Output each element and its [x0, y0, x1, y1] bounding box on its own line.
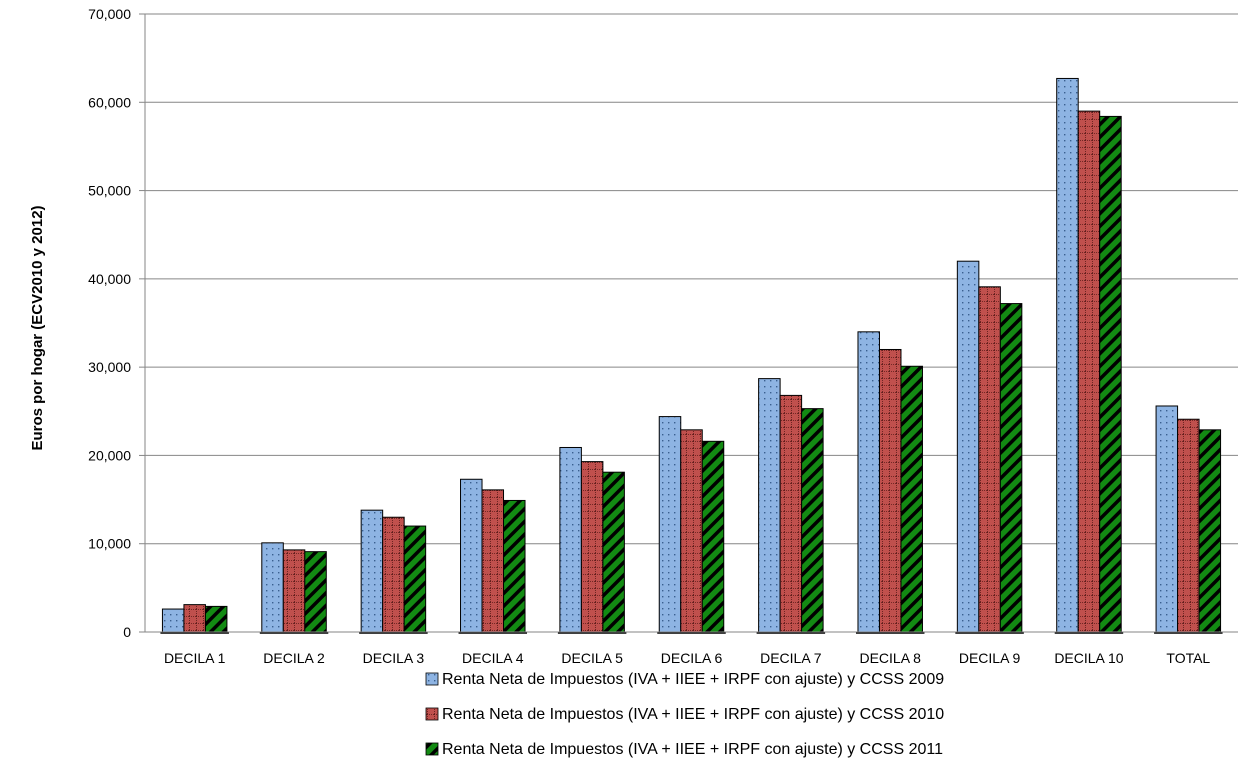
y-axis-title: Euros por hogar (ECV2010 y 2012): [29, 205, 46, 450]
bar-total-series-2: [1177, 418, 1200, 633]
legend-label-series-3: Renta Neta de Impuestos (IVA + IIEE + IR…: [442, 741, 943, 758]
bar-decila-4-series-3: [503, 499, 526, 633]
bar-decila-9-series-2: [978, 286, 1001, 633]
y-tick-label: 50,000: [88, 183, 131, 199]
legend-swatch-series-1: [425, 672, 439, 686]
x-tick-label: TOTAL: [1166, 650, 1210, 666]
bar-decila-7-series-2: [779, 394, 803, 633]
bar-decila-2-series-1: [261, 542, 284, 633]
legend-swatch-series-3: [425, 742, 439, 756]
y-axis-ticks: 0 10,000 20,000 30,000 40,000 50,000 60,000 70,…: [88, 6, 145, 640]
bar-decila-6-series-1: [658, 416, 682, 633]
y-tick-label: 0: [123, 624, 131, 640]
x-tick-label: DECILA 2: [263, 650, 325, 666]
x-tick-label: DECILA 10: [1054, 650, 1123, 666]
y-tick-label: 20,000: [88, 447, 131, 463]
gridlines: [145, 13, 1238, 545]
bar-decila-3-series-1: [360, 509, 384, 633]
bar-decila-4-series-2: [481, 489, 505, 633]
x-tick-label: DECILA 3: [363, 650, 425, 666]
legend: Renta Neta de Impuestos (IVA + IIEE + IR…: [425, 671, 944, 758]
y-tick-label: 30,000: [88, 359, 131, 375]
bar-decila-5-series-3: [602, 471, 625, 633]
bar-decila-8-series-3: [900, 365, 923, 633]
bar-decila-2-series-2: [282, 549, 306, 633]
legend-label-series-2: Renta Neta de Impuestos (IVA + IIEE + IR…: [442, 706, 944, 723]
x-tick-label: DECILA 4: [462, 650, 524, 666]
x-tick-label: DECILA 6: [661, 650, 723, 666]
legend-label-series-1: Renta Neta de Impuestos (IVA + IIEE + IR…: [442, 671, 944, 688]
bar-decila-7-series-3: [801, 408, 824, 633]
bar-decila-10-series-2: [1077, 110, 1101, 633]
y-tick-label: 70,000: [88, 6, 131, 22]
y-tick-label: 40,000: [88, 271, 131, 287]
y-tick-label: 10,000: [88, 536, 131, 552]
x-tick-label: DECILA 1: [164, 650, 226, 666]
bar-decila-6-series-2: [680, 429, 703, 633]
bar-decila-2-series-3: [304, 551, 327, 633]
x-axis-ticks: DECILA 1 DECILA 2 DECILA 3 DECILA 4 DECILA 5…: [164, 650, 1211, 666]
bar-decila-5-series-1: [559, 446, 582, 633]
x-tick-label: DECILA 9: [959, 650, 1021, 666]
bar-decila-1-series-2: [183, 604, 206, 633]
bar-decila-10-series-1: [1056, 77, 1079, 633]
bar-decila-10-series-3: [1099, 115, 1122, 633]
bars: [160, 77, 1223, 634]
bar-decila-3-series-3: [403, 525, 427, 633]
legend-swatch-series-2: [425, 707, 439, 721]
bar-decila-9-series-3: [999, 303, 1023, 633]
x-tick-label: DECILA 8: [859, 650, 921, 666]
bar-decila-5-series-2: [580, 461, 604, 633]
y-tick-label: 60,000: [88, 94, 131, 110]
bar-decila-8-series-2: [878, 348, 902, 633]
x-tick-label: DECILA 5: [561, 650, 623, 666]
bar-decila-7-series-1: [758, 378, 781, 633]
bar-decila-6-series-3: [701, 440, 725, 633]
bar-decila-1-series-1: [161, 608, 185, 633]
bar-total-series-1: [1155, 405, 1179, 633]
bar-decila-9-series-1: [956, 260, 980, 633]
x-tick-label: DECILA 7: [760, 650, 822, 666]
bar-decila-4-series-1: [460, 478, 483, 633]
bar-decila-8-series-1: [857, 331, 880, 633]
bar-decila-1-series-3: [204, 605, 228, 633]
bar-total-series-3: [1198, 429, 1222, 633]
bar-decila-3-series-2: [382, 516, 405, 633]
